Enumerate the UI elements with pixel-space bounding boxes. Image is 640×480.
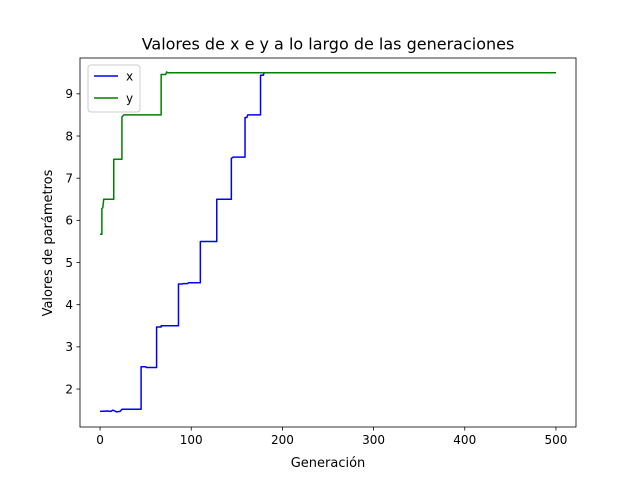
- x-tick-label: 0: [96, 433, 104, 447]
- y-tick-label: 3: [65, 340, 73, 354]
- x-tick-label: 500: [544, 433, 567, 447]
- series-layer: [100, 71, 556, 413]
- y-tick-label: 6: [65, 214, 73, 228]
- series-line-y: [100, 71, 556, 236]
- axes-frame: [79, 57, 577, 428]
- y-tick-label: 2: [65, 382, 73, 396]
- y-tick-label: 7: [65, 171, 73, 185]
- y-axis-label: Valores de parámetros: [41, 169, 56, 316]
- x-tick-label: 400: [453, 433, 476, 447]
- y-tick-label: 8: [65, 129, 73, 143]
- y-tick-label: 4: [65, 298, 73, 312]
- x-tick-label: 200: [271, 433, 294, 447]
- x-tick-label: 100: [180, 433, 203, 447]
- legend-label-x: x: [126, 70, 133, 84]
- x-axis: 0 100 200 300 400 500: [96, 427, 567, 447]
- legend-label-y: y: [126, 92, 133, 106]
- chart-title: Valores de x e y a lo largo de las gener…: [142, 35, 515, 54]
- series-line-x: [100, 72, 556, 413]
- y-tick-label: 9: [65, 87, 73, 101]
- y-axis: 2 3 4 5 6 7 8 9: [65, 87, 80, 396]
- legend: xy: [87, 64, 141, 113]
- plot-area: [79, 57, 577, 428]
- x-axis-label: Generación: [291, 456, 366, 471]
- y-tick-label: 5: [65, 256, 73, 270]
- x-tick-label: 300: [362, 433, 385, 447]
